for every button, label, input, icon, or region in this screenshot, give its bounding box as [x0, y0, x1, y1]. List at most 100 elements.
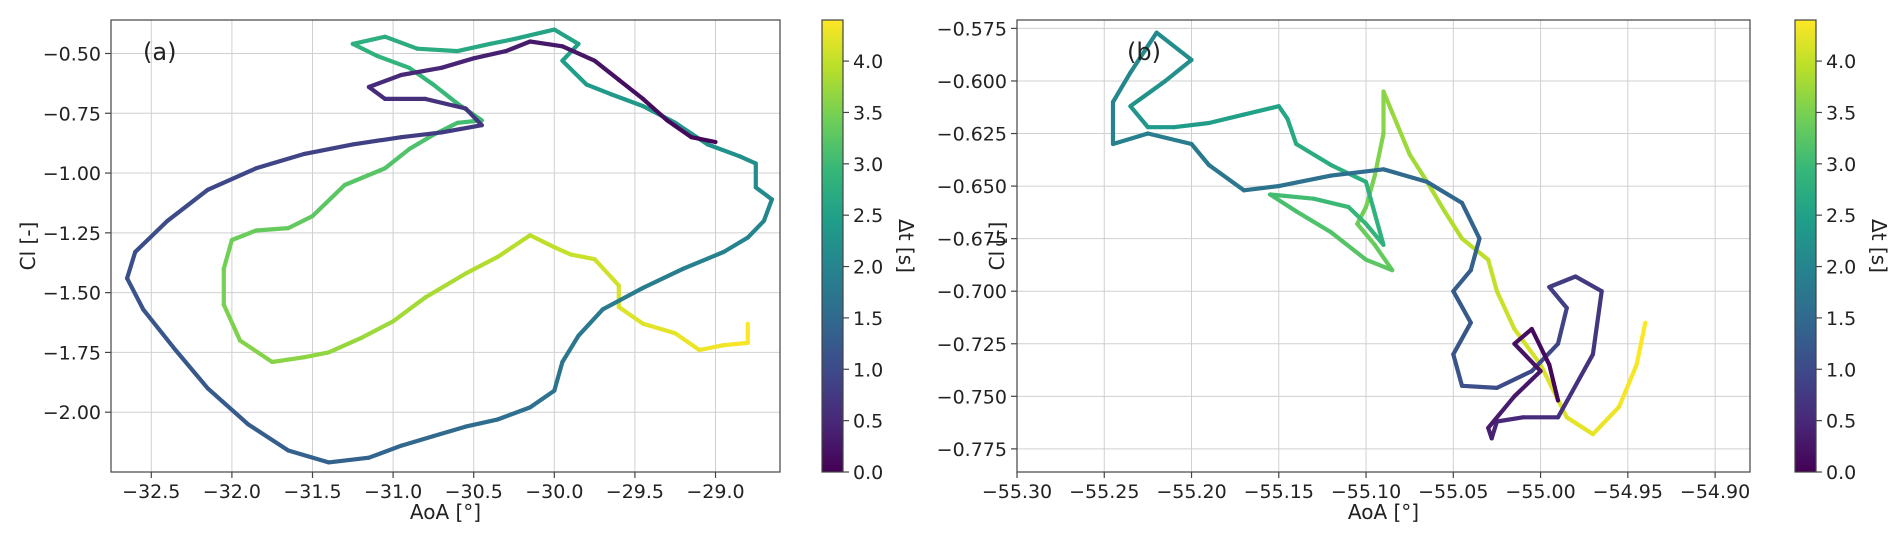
trajectory-segment — [1372, 242, 1395, 273]
x-tick-label: −31.0 — [364, 481, 422, 503]
trajectory-segment — [221, 237, 234, 271]
trajectory-segment — [133, 218, 170, 255]
y-tick-label: −0.625 — [937, 124, 1007, 146]
y-tick-label: −0.675 — [937, 229, 1007, 251]
trajectory-segment — [1451, 268, 1473, 294]
trajectory-segment — [503, 39, 533, 54]
trajectory-segment — [721, 235, 750, 255]
trajectory-segment — [584, 82, 613, 97]
trajectory-segment — [1486, 394, 1517, 430]
x-tick-label: −30.0 — [525, 481, 583, 503]
panel-label: (a) — [143, 38, 176, 66]
plot-frame — [1016, 19, 1751, 473]
trajectory-segment — [173, 347, 210, 391]
trajectory-segment — [1494, 369, 1534, 390]
trajectory-segment — [286, 448, 331, 465]
colorbar-tick-label: 0.0 — [853, 462, 883, 484]
trajectory-segment — [576, 307, 605, 338]
trajectory-segment — [439, 123, 484, 135]
trajectory-segment — [1547, 362, 1561, 403]
x-tick-label: −30.5 — [445, 481, 503, 503]
y-tick-label: −1.75 — [43, 342, 101, 364]
trajectory-segment — [141, 307, 178, 353]
x-axis-title: AoA [°] — [410, 500, 481, 524]
trajectory-segment — [1154, 30, 1194, 63]
y-tick-label: −2.00 — [43, 402, 101, 424]
y-tick-label: −0.700 — [937, 281, 1007, 303]
trajectory-segment — [761, 197, 775, 223]
panel-a: −32.5 −32.0 −31.5 −31.0 −30.5 −30.0 −29.5 −29.0… — [16, 19, 918, 524]
trajectory-segment — [1459, 383, 1500, 390]
trajectory-segment — [1128, 30, 1159, 75]
trajectory-segment — [705, 142, 742, 159]
y-axis-title: Cl [-] — [985, 222, 1009, 271]
trajectory-segment — [1459, 200, 1482, 241]
trajectory-segment — [399, 65, 444, 78]
trajectory-segment — [366, 72, 404, 90]
trajectory-segment — [270, 355, 307, 365]
trajectory-segment — [229, 228, 259, 243]
colorbar-scale — [1794, 19, 1817, 473]
trajectory-segment — [350, 135, 404, 147]
colorbar-tick-label: 2.0 — [853, 257, 883, 279]
x-tick-label: −55.20 — [1156, 481, 1226, 503]
trajectory-segment — [560, 333, 581, 365]
trajectory-segment — [689, 135, 718, 145]
x-tick-label: −32.0 — [203, 481, 261, 503]
trajectory-segment — [1355, 205, 1369, 226]
trajectory-segment — [1407, 152, 1430, 184]
trajectory-segment — [1171, 120, 1212, 130]
trajectory-segment — [737, 154, 758, 166]
trajectory-segment — [1294, 141, 1334, 168]
colorbar-tick-label: 4.0 — [1826, 51, 1856, 73]
colorbar: 0.0 0.5 1.0 1.5 2.0 2.5 3.0 3.5 4.0 Δt [s] — [1794, 19, 1891, 484]
x-tick-label: −29.0 — [686, 481, 744, 503]
colorbar-label: Δt [s] — [894, 219, 918, 273]
trajectory-segment — [1110, 131, 1151, 147]
trajectory-segment — [1285, 116, 1299, 147]
trajectory-segment — [1241, 184, 1281, 193]
colorbar-tick-label: 3.5 — [853, 102, 883, 124]
trajectory-segment — [1206, 163, 1247, 193]
colorbar-tick-label: 3.5 — [1826, 102, 1856, 124]
x-tick-label: −54.90 — [1680, 481, 1750, 503]
colorbar-tick-label: 2.0 — [1826, 257, 1856, 279]
x-tick-label: −55.30 — [982, 481, 1052, 503]
y-tick-label: −0.725 — [937, 334, 1007, 356]
trajectory-segment — [463, 254, 500, 276]
trajectory-segment — [552, 27, 581, 47]
y-tick-label: −0.775 — [937, 439, 1007, 461]
trajectory-segment — [1451, 352, 1465, 388]
trajectory-segment — [1189, 141, 1212, 168]
trajectory-segment — [552, 359, 565, 393]
trajectory-segment — [1276, 173, 1334, 189]
x-tick-label: −55.15 — [1244, 481, 1314, 503]
trajectory-segment — [1616, 362, 1639, 409]
x-tick-label: −55.05 — [1418, 481, 1488, 503]
trajectory-segment — [552, 245, 573, 257]
x-tick-label: −55.25 — [1069, 481, 1139, 503]
panel-b: −55.30 −55.25 −55.20 −55.15 −55.10 −55.05 −55.… — [937, 18, 1891, 524]
trajectory-segment — [463, 417, 500, 429]
trajectory — [124, 27, 775, 465]
trajectory-segment — [1346, 205, 1369, 226]
trajectory-segment — [495, 233, 533, 259]
trajectory-segment — [592, 257, 621, 288]
trajectory-segment — [1390, 110, 1412, 157]
trajectory-segment — [254, 151, 307, 171]
trajectory-segment — [1547, 284, 1569, 311]
x-tick-label: −55.00 — [1505, 481, 1575, 503]
trajectory-segment — [358, 319, 396, 341]
trajectory-segment — [511, 27, 557, 42]
trajectory-segment — [1573, 274, 1604, 294]
trajectory-segment — [439, 56, 476, 70]
y-tick-label: −0.575 — [937, 18, 1007, 40]
trajectory-segment — [1494, 289, 1517, 332]
trajectory-segment — [1451, 289, 1473, 325]
trajectory-segment — [205, 166, 259, 192]
trajectory-segment — [1424, 179, 1465, 205]
trajectory-segment — [423, 271, 468, 300]
trajectory-segment — [616, 304, 646, 326]
trajectory-segment — [1267, 192, 1299, 214]
trajectory-segment — [665, 118, 694, 140]
